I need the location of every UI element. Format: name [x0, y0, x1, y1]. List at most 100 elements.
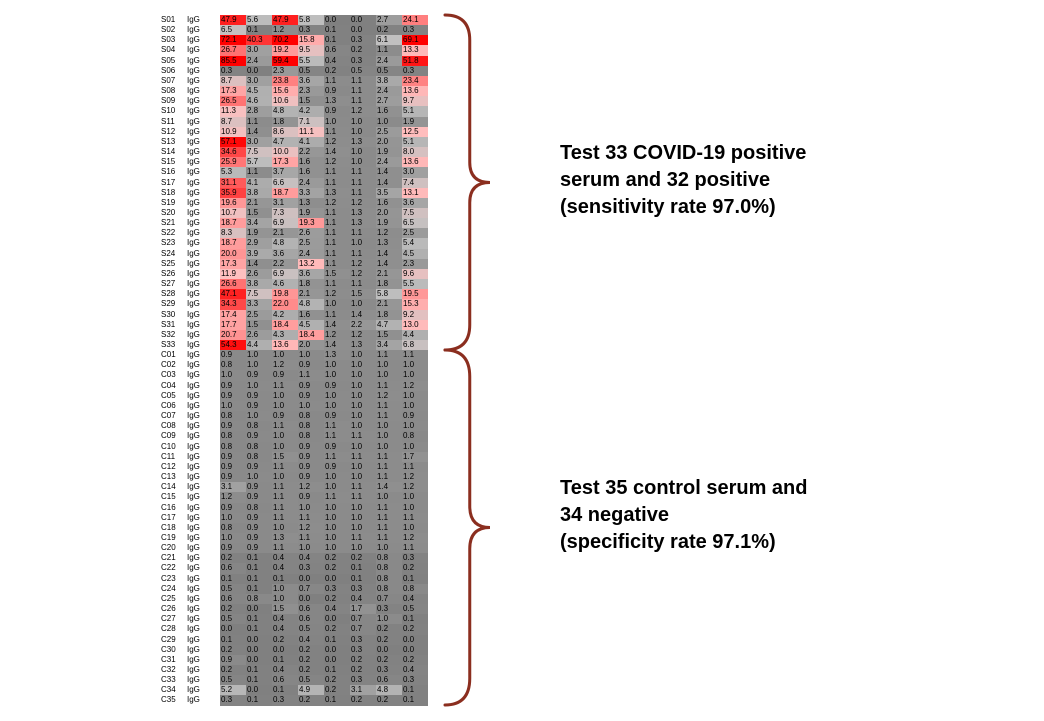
heatmap-cell: 0.1	[246, 25, 272, 35]
heatmap-cell: 18.7	[220, 218, 246, 228]
heatmap-cell: 0.8	[376, 584, 402, 594]
heatmap-cell: 1.0	[376, 442, 402, 452]
sample-id: S18	[160, 188, 186, 198]
heatmap-cell: 1.1	[376, 503, 402, 513]
ig-type: IgG	[186, 695, 208, 705]
spacer	[208, 624, 220, 634]
heatmap-cell: 5.1	[402, 106, 428, 116]
heatmap-cell: 1.1	[402, 462, 428, 472]
heatmap-cell: 0.1	[246, 675, 272, 685]
heatmap-cell: 0.2	[324, 624, 350, 634]
heatmap-cell: 1.4	[376, 178, 402, 188]
table-row: C33IgG0.50.10.60.50.20.30.60.3	[160, 675, 428, 685]
heatmap-cell: 1.1	[324, 208, 350, 218]
sample-id: C28	[160, 624, 186, 634]
ig-type: IgG	[186, 66, 208, 76]
spacer	[208, 442, 220, 452]
heatmap-cell: 1.2	[402, 482, 428, 492]
ig-type: IgG	[186, 238, 208, 248]
sample-id: S27	[160, 279, 186, 289]
ig-type: IgG	[186, 167, 208, 177]
annotation-positive: Test 33 COVID-19 positive serum and 32 p…	[560, 140, 806, 221]
heatmap-cell: 0.0	[298, 574, 324, 584]
annot1-line1: Test 33 COVID-19 positive	[560, 140, 806, 167]
ig-type: IgG	[186, 269, 208, 279]
spacer	[208, 370, 220, 380]
table-row: C32IgG0.20.10.40.20.10.20.30.4	[160, 665, 428, 675]
ig-type: IgG	[186, 249, 208, 259]
sample-id: S07	[160, 76, 186, 86]
heatmap-cell: 0.1	[402, 695, 428, 705]
heatmap-cell: 1.0	[324, 533, 350, 543]
table-row: C27IgG0.50.10.40.60.00.71.00.1	[160, 614, 428, 624]
heatmap-cell: 9.5	[298, 45, 324, 55]
ig-type: IgG	[186, 228, 208, 238]
heatmap-cell: 0.2	[220, 665, 246, 675]
heatmap-cell: 4.6	[246, 96, 272, 106]
heatmap-cell: 10.0	[272, 147, 298, 157]
heatmap-cell: 0.3	[350, 35, 376, 45]
heatmap-cell: 1.0	[376, 117, 402, 127]
sample-id: S12	[160, 127, 186, 137]
spacer	[208, 675, 220, 685]
ig-type: IgG	[186, 482, 208, 492]
heatmap-cell: 11.3	[220, 106, 246, 116]
heatmap-cell: 1.0	[350, 513, 376, 523]
spacer	[208, 574, 220, 584]
heatmap-cell: 0.4	[324, 56, 350, 66]
heatmap-cell: 0.6	[298, 614, 324, 624]
heatmap-cell: 3.8	[376, 76, 402, 86]
table-row: S32IgG20.72.64.318.41.21.21.54.4	[160, 330, 428, 340]
heatmap-cell: 19.8	[272, 289, 298, 299]
heatmap-cell: 1.5	[272, 604, 298, 614]
heatmap-cell: 0.9	[246, 543, 272, 553]
heatmap-cell: 4.5	[402, 249, 428, 259]
heatmap-cell: 1.1	[272, 462, 298, 472]
heatmap-cell: 40.3	[246, 35, 272, 45]
heatmap-cell: 18.7	[272, 188, 298, 198]
heatmap-cell: 1.1	[376, 513, 402, 523]
heatmap-cell: 1.2	[350, 198, 376, 208]
heatmap-cell: 19.3	[298, 218, 324, 228]
spacer	[208, 563, 220, 573]
heatmap-cell: 1.9	[246, 228, 272, 238]
heatmap-cell: 0.0	[376, 645, 402, 655]
table-row: S08IgG17.34.515.62.30.91.12.413.6	[160, 86, 428, 96]
heatmap-cell: 2.5	[246, 310, 272, 320]
heatmap-cell: 6.9	[272, 218, 298, 228]
heatmap-cell: 1.1	[350, 86, 376, 96]
spacer	[208, 228, 220, 238]
bracket-positive-group	[0, 0, 1044, 721]
heatmap-cell: 1.0	[324, 523, 350, 533]
heatmap-cell: 6.6	[272, 178, 298, 188]
heatmap-cell: 0.4	[272, 624, 298, 634]
heatmap-cell: 1.0	[350, 401, 376, 411]
heatmap-cell: 5.7	[246, 157, 272, 167]
heatmap-cell: 3.1	[272, 198, 298, 208]
heatmap-cell: 0.2	[376, 624, 402, 634]
heatmap-cell: 1.0	[324, 482, 350, 492]
table-row: C03IgG1.00.90.91.11.01.01.01.0	[160, 370, 428, 380]
table-row: S07IgG8.73.023.83.61.11.13.823.4	[160, 76, 428, 86]
spacer	[208, 25, 220, 35]
spacer	[208, 655, 220, 665]
heatmap-cell: 1.1	[350, 167, 376, 177]
heatmap-cell: 1.1	[324, 76, 350, 86]
table-row: C10IgG0.80.81.00.90.91.01.01.0	[160, 442, 428, 452]
heatmap-cell: 1.1	[246, 117, 272, 127]
heatmap-cell: 0.4	[272, 614, 298, 624]
ig-type: IgG	[186, 330, 208, 340]
heatmap-cell: 1.1	[324, 310, 350, 320]
sample-id: C17	[160, 513, 186, 523]
heatmap-cell: 0.5	[298, 66, 324, 76]
spacer	[208, 66, 220, 76]
heatmap-cell: 0.9	[220, 543, 246, 553]
heatmap-cell: 2.4	[246, 56, 272, 66]
heatmap-cell: 1.0	[376, 543, 402, 553]
heatmap-cell: 1.0	[324, 117, 350, 127]
heatmap-cell: 0.1	[324, 665, 350, 675]
table-row: S21IgG18.73.46.919.31.11.31.96.5	[160, 218, 428, 228]
heatmap-cell: 20.7	[220, 330, 246, 340]
heatmap-cell: 1.1	[376, 462, 402, 472]
table-row: S03IgG72.140.370.215.80.10.36.169.1	[160, 35, 428, 45]
